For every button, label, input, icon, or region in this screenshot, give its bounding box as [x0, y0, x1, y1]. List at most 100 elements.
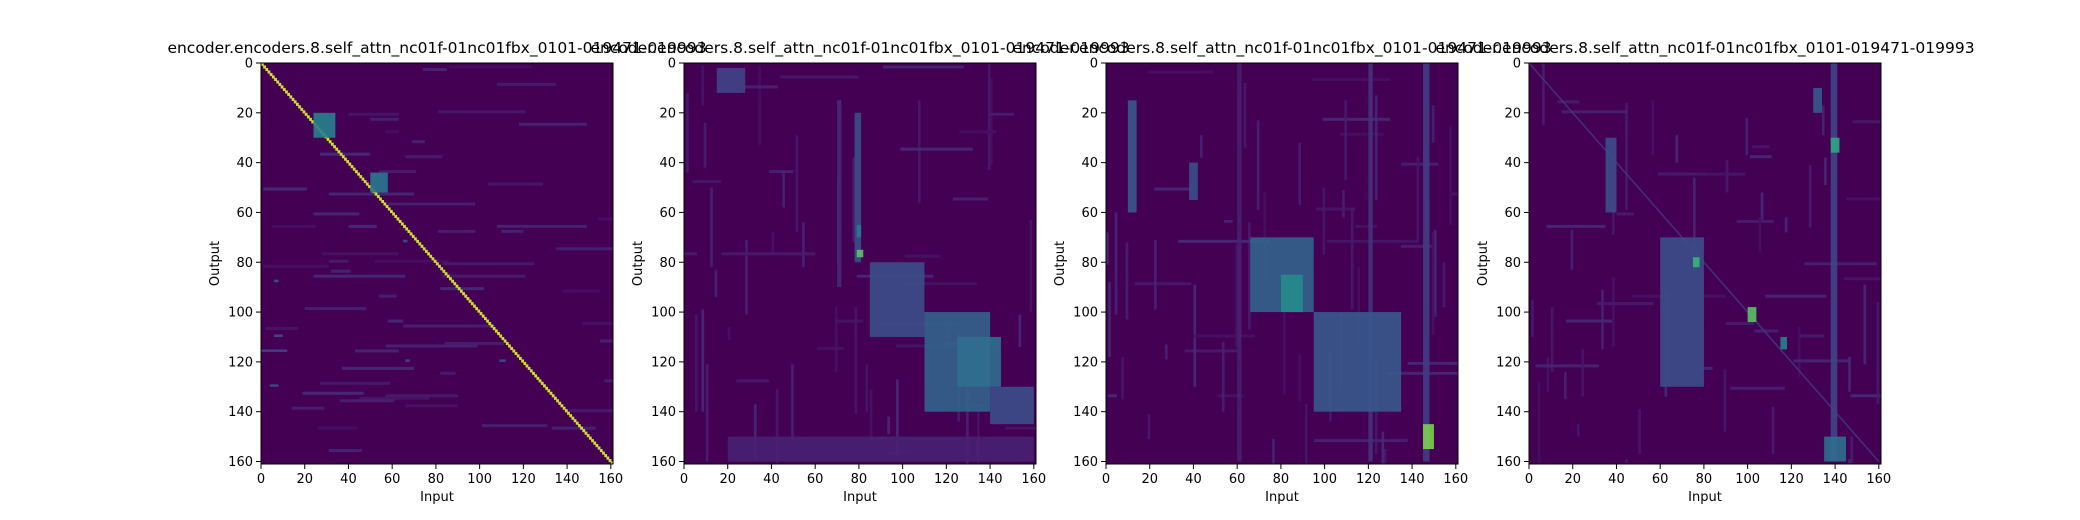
heatmap-cell [1313, 439, 1408, 443]
heatmap-cell [1821, 105, 1825, 136]
heatmap-cell [1765, 294, 1827, 298]
heatmap-cell [1577, 424, 1580, 437]
chart-title: encoder.encoders.8.self_attn_nc01f-01nc0… [590, 39, 1129, 58]
heatmap-cell [1114, 212, 1118, 315]
heatmap-cell [716, 67, 746, 93]
heatmap-cell [357, 172, 360, 176]
heatmap-cell [1193, 334, 1255, 338]
heatmap-cell [355, 349, 399, 353]
heatmap-cell [1147, 414, 1151, 440]
heatmap-cell [1221, 341, 1225, 412]
heatmap-cell [385, 130, 399, 134]
x-tick-label: 20 [1141, 472, 1158, 487]
heatmap-cell [1754, 329, 1779, 333]
heatmap-cell [1344, 100, 1347, 181]
heatmap-cell [440, 267, 444, 271]
chart-title: encoder.encoders.8.self_attn_nc01f-01nc0… [1435, 39, 1974, 58]
heatmap-cell [348, 224, 377, 228]
heatmap-cell [280, 85, 284, 89]
heatmap-cell [392, 212, 395, 216]
x-tick-label: 140 [555, 472, 580, 487]
heatmap-cell [1433, 229, 1437, 318]
y-tick-label: 120 [1496, 355, 1521, 370]
heatmap-cell [1863, 284, 1867, 365]
heatmap-cell [727, 436, 1034, 462]
heatmap-cell [582, 322, 613, 326]
x-tick-label: 160 [1021, 472, 1046, 487]
heatmap-cell [608, 459, 612, 463]
heatmap-cell [1283, 302, 1286, 395]
heatmap-cell [714, 269, 718, 298]
heatmap-cell [339, 152, 343, 156]
heatmap-cell [917, 100, 921, 203]
heatmap-cell [359, 175, 363, 179]
heatmap-cell [694, 314, 698, 412]
heatmap-cell [1830, 137, 1840, 153]
plot-frame [1528, 62, 1882, 465]
heatmap-cell [769, 170, 794, 174]
heatmap-cell [457, 287, 461, 291]
heatmap-cell [1797, 327, 1801, 377]
heatmap-cell [567, 411, 570, 415]
y-tick-label: 100 [651, 306, 676, 321]
heatmap-cell [381, 199, 385, 204]
heatmap-cell [1612, 277, 1615, 347]
heatmap-cell [1546, 356, 1550, 392]
heatmap-cell [523, 361, 527, 365]
heatmap-cell [743, 85, 779, 89]
heatmap-cell [1442, 262, 1446, 308]
heatmap-cell [1018, 314, 1022, 347]
heatmap-cell [1357, 267, 1361, 345]
heatmap-cell [602, 451, 605, 455]
heatmap-cell [438, 264, 441, 268]
heatmap-cell [573, 419, 577, 423]
y-tick-label: 120 [1073, 355, 1098, 370]
heatmap-cell [400, 222, 404, 226]
heatmap-cell [320, 152, 371, 156]
heatmap-cell [959, 130, 997, 134]
heatmap-cell [330, 269, 351, 273]
x-tick-label: 160 [1866, 472, 1891, 487]
heatmap-cell [854, 112, 862, 263]
heatmap-cell [278, 82, 282, 87]
x-tick-label: 80 [851, 472, 868, 487]
x-tick-label: 120 [934, 472, 959, 487]
y-tick-label: 0 [1090, 57, 1098, 72]
heatmap-cell [411, 140, 425, 144]
heatmap-cell [328, 192, 415, 196]
y-tick-label: 20 [659, 106, 676, 121]
heatmap-cell [1224, 219, 1233, 223]
heatmap-cell [1248, 222, 1251, 330]
heatmap-cell [311, 120, 315, 124]
heatmap-cell [455, 284, 459, 288]
heatmap-cell [510, 346, 514, 351]
heatmap-cell [346, 160, 350, 164]
heatmap-cell [1692, 257, 1700, 268]
heatmap-cell [282, 87, 286, 91]
heatmap-cell [556, 399, 559, 403]
heatmap-cell [304, 112, 308, 116]
x-tick-label: 100 [890, 472, 915, 487]
heatmap-cell [274, 334, 283, 337]
heatmap-cell [341, 366, 415, 370]
heatmap-cell [501, 229, 524, 233]
heatmap-cell [320, 381, 390, 385]
heatmap-cell [348, 162, 352, 166]
heatmap-cell [593, 441, 597, 445]
heatmap-cell [449, 277, 452, 281]
heatmap-cell [1535, 364, 1599, 368]
heatmap-cell [599, 449, 603, 453]
x-tick-label: 0 [1102, 472, 1110, 487]
heatmap-cell [1217, 394, 1244, 398]
heatmap-cell [710, 187, 713, 268]
heatmap-cell [407, 229, 411, 233]
heatmap-cell [1304, 404, 1308, 464]
y-tick-label: 0 [1513, 57, 1521, 72]
heatmap-cell [1736, 219, 1774, 223]
heatmap-cell [591, 439, 594, 443]
y-axis-label: Output [1053, 241, 1068, 286]
x-tick-label: 160 [1443, 472, 1468, 487]
heatmap-cell [852, 157, 855, 243]
heatmap-cell [540, 381, 544, 385]
heatmap-cell [578, 424, 581, 428]
